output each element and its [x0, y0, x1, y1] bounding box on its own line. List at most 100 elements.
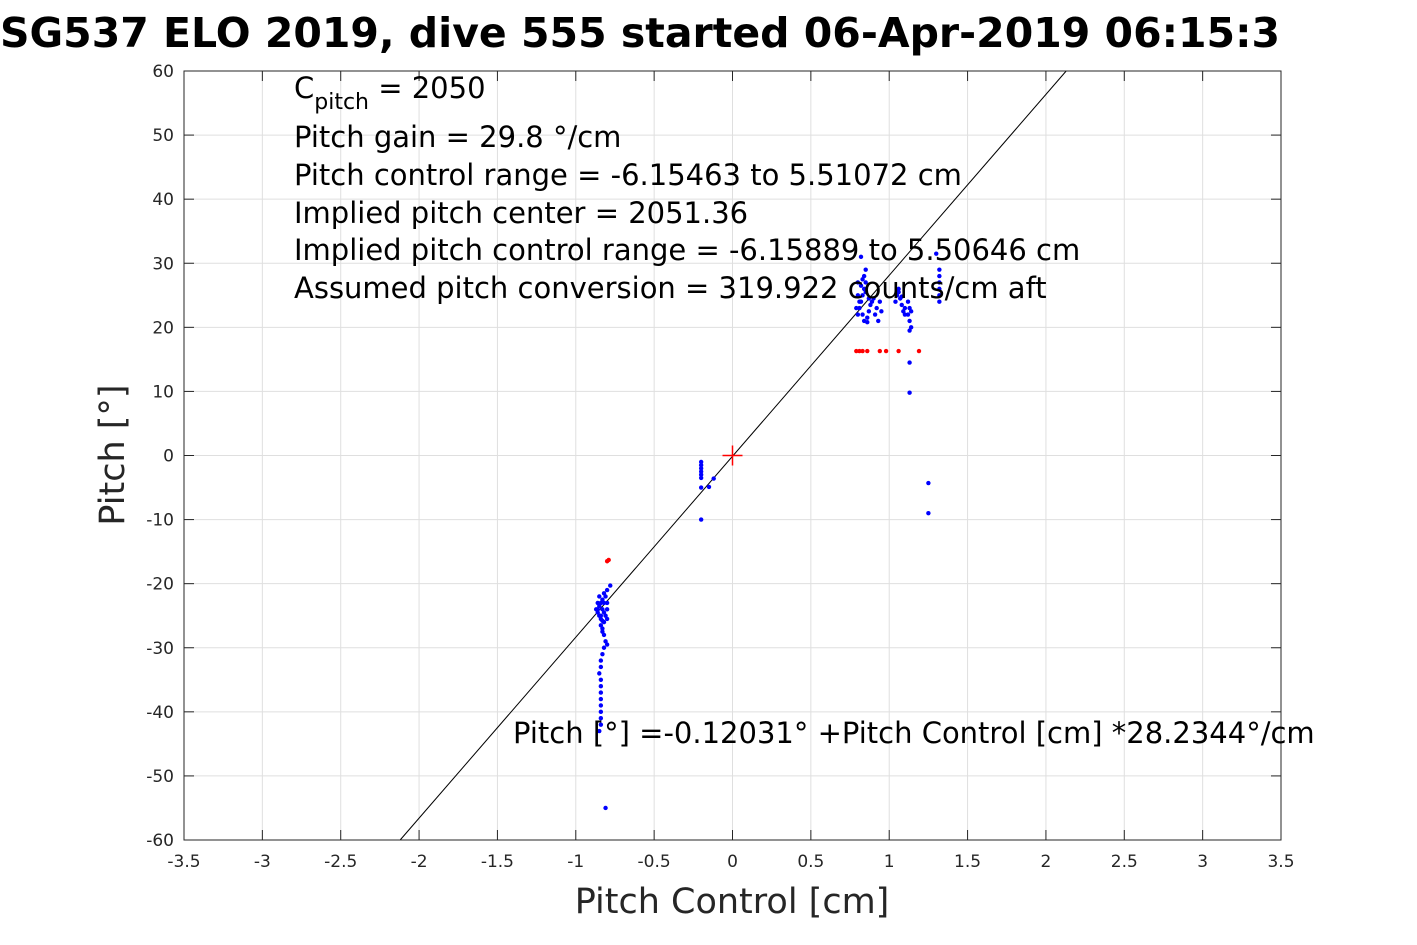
implied-range-annotation: Implied pitch control range = -6.15889 t…: [294, 233, 1080, 267]
data-point: [937, 299, 942, 304]
data-point: [865, 315, 870, 320]
data-point: [698, 459, 704, 465]
y-tick-label: -40: [146, 703, 174, 723]
grid-lines: [183, 70, 1282, 841]
data-point: [866, 309, 872, 314]
data-point: [872, 312, 878, 317]
axis-ticks: -3.5 -3 -2.5 -2 -1.5 -1 -0.5 0 0.5 1 1.5 2 2.5 3 3.5 -6…: [146, 62, 1294, 872]
y-tick-label: 30: [152, 254, 174, 274]
data-points: [593, 251, 942, 811]
data-point: [863, 267, 868, 272]
data-point: [600, 597, 605, 602]
data-point: [866, 296, 872, 301]
data-point: [860, 293, 865, 298]
y-tick-label: 0: [163, 447, 174, 467]
x-tick-label: -1: [567, 852, 584, 872]
data-point: [937, 267, 942, 272]
data-point: [865, 320, 870, 325]
x-tick-label: -2: [411, 852, 428, 872]
data-point: [598, 716, 604, 721]
data-point: [706, 484, 712, 490]
y-tick-label: -60: [146, 831, 174, 851]
data-point: [598, 696, 604, 702]
data-point: [698, 472, 704, 477]
data-point: [604, 559, 610, 564]
data-point: [926, 480, 931, 486]
pitch-gain-annotation: Pitch gain = 29.8 °/cm: [294, 120, 621, 154]
y-tick-label: -20: [146, 575, 174, 595]
y-tick-label: 20: [152, 318, 174, 338]
x-tick-label: -3.5: [167, 852, 200, 872]
data-point: [595, 600, 600, 606]
data-point: [905, 312, 911, 317]
data-point: [863, 280, 868, 285]
y-tick-label: 10: [152, 382, 174, 402]
data-point: [899, 294, 904, 299]
data-point: [855, 293, 861, 298]
x-tick-label: 2: [1041, 852, 1052, 872]
data-point: [899, 302, 904, 308]
data-point: [858, 254, 864, 260]
x-tick-label: 3: [1197, 852, 1208, 872]
data-point: [604, 642, 610, 647]
data-point: [877, 299, 883, 304]
data-point: [857, 299, 862, 304]
data-point: [608, 583, 613, 588]
y-tick-label: -10: [146, 511, 174, 531]
x-tick-label: 2.5: [1111, 852, 1138, 872]
data-point: [698, 469, 704, 474]
data-point: [896, 289, 901, 295]
data-point: [907, 360, 912, 365]
data-point: [601, 591, 607, 596]
data-point: [937, 280, 942, 285]
data-point: [598, 703, 604, 708]
data-point: [896, 286, 901, 292]
data-point: [857, 348, 862, 354]
y-tick-label: 40: [152, 190, 174, 210]
data-point: [926, 510, 931, 516]
x-axis-label: Pitch Control [cm]: [575, 882, 890, 922]
x-tick-label: 0.5: [797, 852, 824, 872]
data-point: [865, 348, 870, 354]
data-point: [863, 289, 868, 295]
data-point: [600, 651, 605, 657]
data-point: [916, 348, 922, 354]
data-point: [604, 600, 610, 606]
x-tick-label: -1.5: [481, 852, 514, 872]
data-point: [860, 277, 865, 282]
x-tick-label: 0: [727, 852, 738, 872]
data-point: [937, 273, 942, 279]
x-tick-label: 1: [884, 852, 895, 872]
data-point: [698, 462, 704, 468]
data-point: [902, 312, 908, 317]
chart-title: SG537 ELO 2019, dive 555 started 06-Apr-…: [0, 9, 1280, 57]
data-point: [937, 293, 942, 298]
data-point: [598, 664, 604, 670]
data-point: [874, 305, 879, 311]
x-tick-label: -2.5: [324, 852, 357, 872]
data-point: [597, 613, 602, 618]
data-point: [603, 805, 608, 811]
implied-center-annotation: Implied pitch center = 2051.36: [294, 196, 748, 230]
data-point: [876, 318, 881, 324]
data-point: [598, 709, 604, 715]
data-point: [604, 607, 610, 612]
c-pitch-annotation: Cpitch = 2050: [294, 71, 486, 115]
data-point: [879, 309, 884, 314]
data-point: [854, 348, 859, 354]
y-tick-label: -30: [146, 639, 174, 659]
data-point: [855, 312, 861, 317]
data-point: [698, 485, 704, 490]
data-point: [871, 296, 876, 301]
data-point: [597, 594, 602, 599]
data-point: [860, 312, 865, 317]
data-point: [597, 728, 602, 734]
data-point: [907, 390, 912, 395]
center-marker-group: [722, 445, 743, 466]
data-point: [905, 299, 911, 304]
x-tick-label: 3.5: [1267, 852, 1294, 872]
data-point: [598, 677, 604, 682]
assumed-conversion-annotation: Assumed pitch conversion = 319.922 count…: [294, 271, 1047, 305]
data-point: [854, 305, 859, 311]
